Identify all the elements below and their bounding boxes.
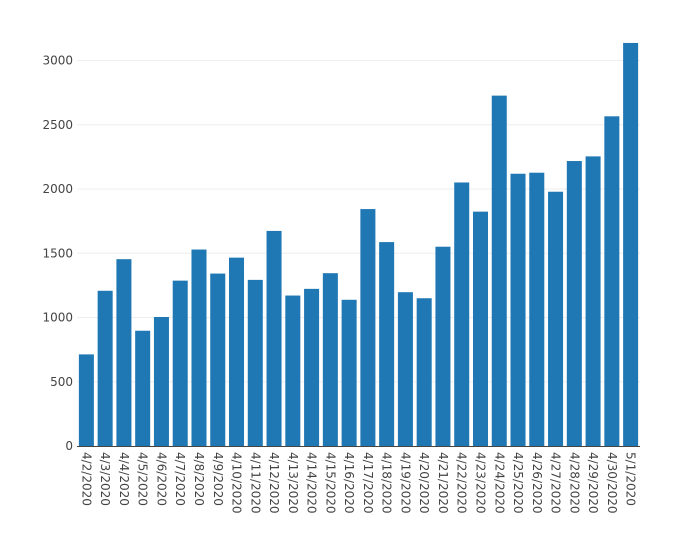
bar (397, 292, 413, 446)
bar (285, 295, 301, 446)
x-tick-label: 4/29/2020 (586, 452, 600, 514)
bar (229, 257, 245, 446)
bar (604, 116, 620, 447)
x-tick-label: 4/9/2020 (211, 452, 225, 506)
x-tick-label: 4/5/2020 (136, 452, 150, 506)
x-tick-label: 4/10/2020 (230, 452, 244, 514)
x-tick-label: 5/1/2020 (624, 452, 638, 506)
y-tick-label: 3000 (42, 54, 73, 68)
x-tick-label: 4/2/2020 (79, 452, 93, 506)
x-tick-label: 4/27/2020 (549, 452, 563, 514)
y-tick-label: 500 (50, 375, 73, 389)
gridlines (77, 60, 640, 383)
x-tick-label: 4/4/2020 (117, 452, 131, 506)
bar (153, 317, 169, 446)
y-tick-label: 2500 (42, 118, 73, 132)
bar (116, 259, 132, 446)
y-tick-label: 2000 (42, 182, 73, 196)
x-tick-label: 4/13/2020 (286, 452, 300, 514)
y-tick-label: 1500 (42, 246, 73, 260)
x-tick-label: 4/19/2020 (398, 452, 412, 514)
x-tick-label: 4/30/2020 (605, 452, 619, 514)
bar (135, 330, 151, 446)
x-tick-label: 4/24/2020 (492, 452, 506, 514)
bar (529, 172, 545, 447)
bar (435, 246, 451, 446)
bar (172, 280, 188, 446)
x-tick-label: 4/11/2020 (248, 452, 262, 514)
bar (510, 173, 526, 446)
x-tick-label: 4/17/2020 (361, 452, 375, 514)
bar (210, 273, 226, 446)
bar (266, 230, 282, 446)
x-tick-label: 4/18/2020 (380, 452, 394, 514)
bar (360, 209, 376, 446)
bar (416, 298, 432, 446)
x-tick-label: 4/14/2020 (305, 452, 319, 514)
x-tick-label: 4/25/2020 (511, 452, 525, 514)
x-tick-label: 4/26/2020 (530, 452, 544, 514)
bar (491, 95, 507, 446)
x-tick-label: 4/12/2020 (267, 452, 281, 514)
x-tick-label: 4/3/2020 (98, 452, 112, 506)
x-tick-label: 4/22/2020 (455, 452, 469, 514)
bar (247, 279, 263, 446)
x-tick-label: 4/20/2020 (417, 452, 431, 514)
x-tick-label: 4/23/2020 (473, 452, 487, 514)
x-tick-label: 4/28/2020 (567, 452, 581, 514)
bar (191, 249, 207, 446)
bar (472, 211, 488, 446)
bar (78, 354, 94, 446)
y-axis-ticks: 0 500 1000 1500 2000 2500 3000 (42, 54, 73, 453)
bar (341, 299, 357, 446)
bar (566, 161, 582, 446)
bar (322, 273, 338, 446)
y-tick-label: 0 (65, 439, 73, 453)
x-axis-ticks: 4/2/2020 4/3/2020 4/4/2020 4/5/2020 4/6/2020… (79, 452, 637, 514)
bar (548, 191, 564, 446)
bar (97, 290, 113, 446)
bar (454, 182, 470, 446)
bar (585, 156, 601, 447)
x-tick-label: 4/6/2020 (154, 452, 168, 506)
x-tick-label: 4/21/2020 (436, 452, 450, 514)
x-tick-label: 4/8/2020 (192, 452, 206, 506)
x-tick-label: 4/15/2020 (323, 452, 337, 514)
x-tick-label: 4/7/2020 (173, 452, 187, 506)
bars (78, 42, 639, 447)
x-tick-label: 4/16/2020 (342, 452, 356, 514)
bar (304, 288, 320, 446)
y-tick-label: 1000 (42, 311, 73, 325)
bar (623, 42, 639, 447)
bar (379, 242, 395, 446)
